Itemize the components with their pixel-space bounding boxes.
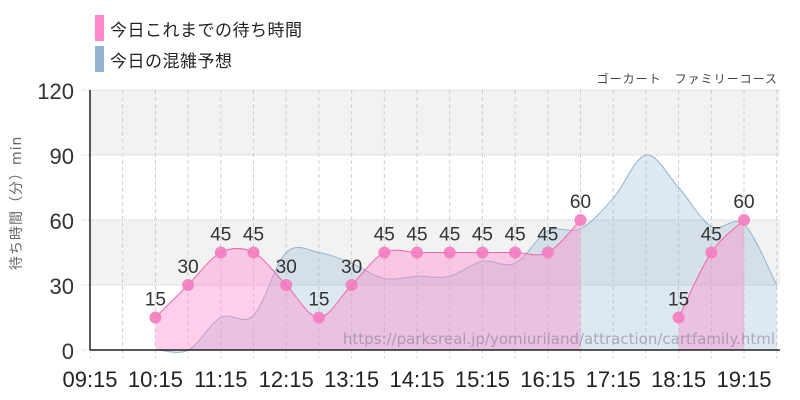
data-label: 45 (505, 225, 526, 246)
x-tick-label: 12:15 (259, 367, 314, 392)
data-point[interactable] (509, 246, 522, 259)
data-point[interactable] (345, 279, 358, 291)
data-label: 30 (341, 257, 362, 278)
data-point[interactable] (182, 279, 195, 291)
x-tick-label: 19:15 (716, 367, 771, 392)
data-label: 45 (472, 225, 493, 246)
data-label: 15 (668, 290, 689, 311)
y-tick-label: 60 (50, 209, 74, 234)
data-label: 30 (178, 257, 199, 278)
data-label: 30 (276, 257, 297, 278)
x-tick-label: 13:15 (324, 367, 379, 392)
x-tick-label: 15:15 (455, 367, 510, 392)
data-point[interactable] (476, 246, 489, 259)
data-label: 45 (210, 225, 231, 246)
x-tick-label: 18:15 (651, 367, 706, 392)
legend: 今日これまでの待ち時間 今日の混雑予想 (95, 14, 303, 76)
data-point[interactable] (574, 214, 587, 226)
data-point[interactable] (247, 246, 260, 259)
data-label: 60 (733, 192, 754, 213)
x-tick-label: 16:15 (520, 367, 575, 392)
x-tick-label: 09:15 (62, 367, 117, 392)
data-label: 45 (701, 225, 722, 246)
legend-swatch-pink (95, 15, 104, 41)
data-point[interactable] (541, 246, 554, 259)
data-label: 15 (145, 290, 166, 311)
x-tick-label: 10:15 (128, 367, 183, 392)
grid-band (90, 90, 780, 155)
data-point[interactable] (149, 311, 162, 324)
y-tick-label: 30 (50, 274, 74, 299)
x-tick-label: 11:15 (194, 367, 247, 392)
data-point[interactable] (214, 246, 227, 259)
data-label: 60 (570, 192, 591, 213)
data-point[interactable] (738, 214, 750, 226)
data-label: 45 (537, 225, 558, 246)
legend-label: 今日の混雑予想 (110, 51, 233, 72)
data-label: 45 (243, 225, 264, 246)
data-point[interactable] (443, 246, 456, 259)
actual-area (678, 220, 744, 350)
legend-item-actual[interactable]: 今日これまでの待ち時間 (95, 14, 303, 42)
x-tick-label: 17:15 (586, 367, 641, 392)
chart-title: ゴーカート ファミリーコース (596, 72, 778, 86)
data-label: 15 (308, 290, 329, 311)
y-tick-label: 120 (37, 79, 74, 104)
data-label: 45 (374, 225, 395, 246)
data-point[interactable] (378, 246, 391, 259)
legend-label: 今日これまでの待ち時間 (110, 20, 303, 41)
y-tick-label: 0 (62, 339, 74, 364)
data-point[interactable] (280, 279, 293, 291)
data-point[interactable] (312, 311, 325, 324)
y-tick-label: 90 (50, 144, 74, 169)
x-tick-label: 14:15 (389, 367, 444, 392)
forecast-line (90, 154, 778, 353)
data-point[interactable] (672, 311, 685, 324)
watermark-url: https://parksreal.jp/yomiuriland/attract… (343, 330, 775, 348)
legend-item-forecast[interactable]: 今日の混雑予想 (95, 45, 303, 73)
data-point[interactable] (705, 246, 718, 259)
data-label: 45 (439, 225, 460, 246)
data-point[interactable] (411, 246, 423, 259)
data-label: 45 (406, 225, 427, 246)
legend-swatch-blue (95, 46, 104, 72)
